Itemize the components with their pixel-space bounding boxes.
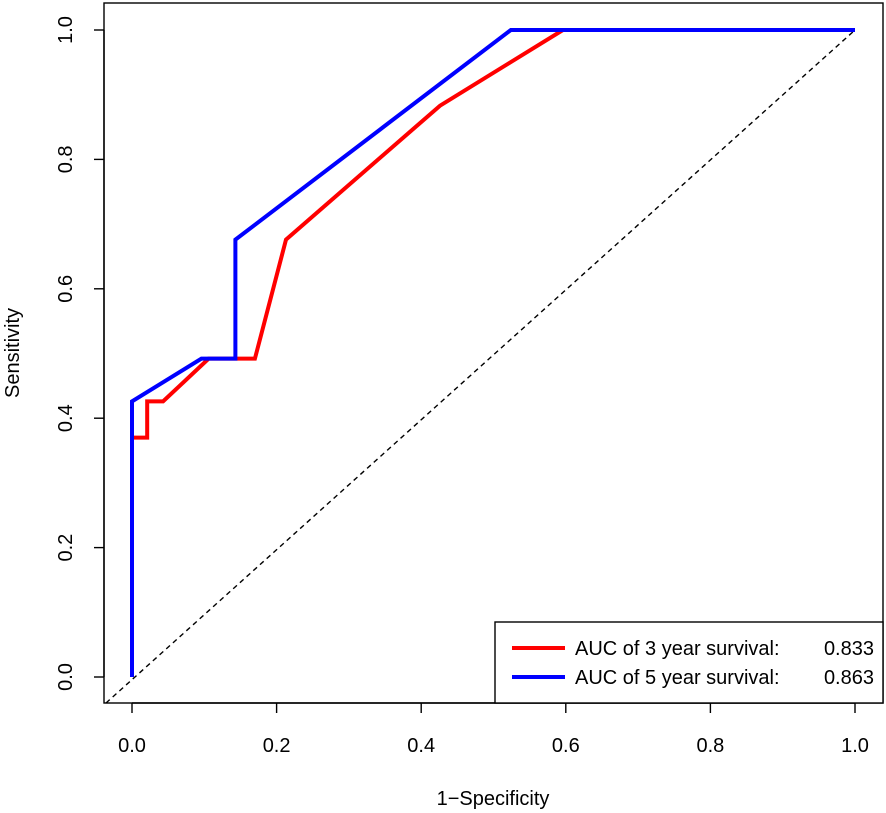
y-axis: 0.0 0.2 0.4 0.6 0.8 1.0 (55, 16, 105, 691)
legend: AUC of 3 year survival: 0.833 AUC of 5 y… (494, 621, 884, 704)
x-tick-label: 0.6 (552, 735, 580, 757)
y-tick-label: 1.0 (55, 16, 77, 44)
y-tick-label: 0.4 (55, 404, 77, 432)
x-axis: 0.0 0.2 0.4 0.6 0.8 1.0 (118, 702, 869, 757)
legend-auc-3yr: 0.833 (824, 638, 874, 660)
reference-diagonal-line (105, 29, 856, 704)
y-tick-label: 0.2 (55, 534, 77, 562)
x-tick-label: 0.8 (696, 735, 724, 757)
legend-auc-5yr: 0.863 (824, 667, 874, 689)
x-tick-label: 0.4 (407, 735, 435, 757)
legend-label-5yr: AUC of 5 year survival: (575, 667, 780, 689)
y-axis-title: Sensitivity (2, 308, 24, 398)
plot-lines (105, 28, 856, 704)
plot-frame (103, 2, 884, 704)
legend-label-3yr: AUC of 3 year survival: (575, 638, 780, 660)
y-tick-label: 0.0 (55, 663, 77, 691)
y-tick-label: 0.6 (55, 275, 77, 303)
x-tick-label: 1.0 (841, 735, 869, 757)
roc-line-5-year (130, 28, 855, 677)
x-axis-title: 1−Specificity (437, 788, 550, 810)
x-tick-label: 0.0 (118, 735, 146, 757)
y-tick-label: 0.8 (55, 145, 77, 173)
x-tick-label: 0.2 (263, 735, 291, 757)
legend-box (494, 621, 884, 704)
roc-line-3-year (130, 28, 855, 677)
